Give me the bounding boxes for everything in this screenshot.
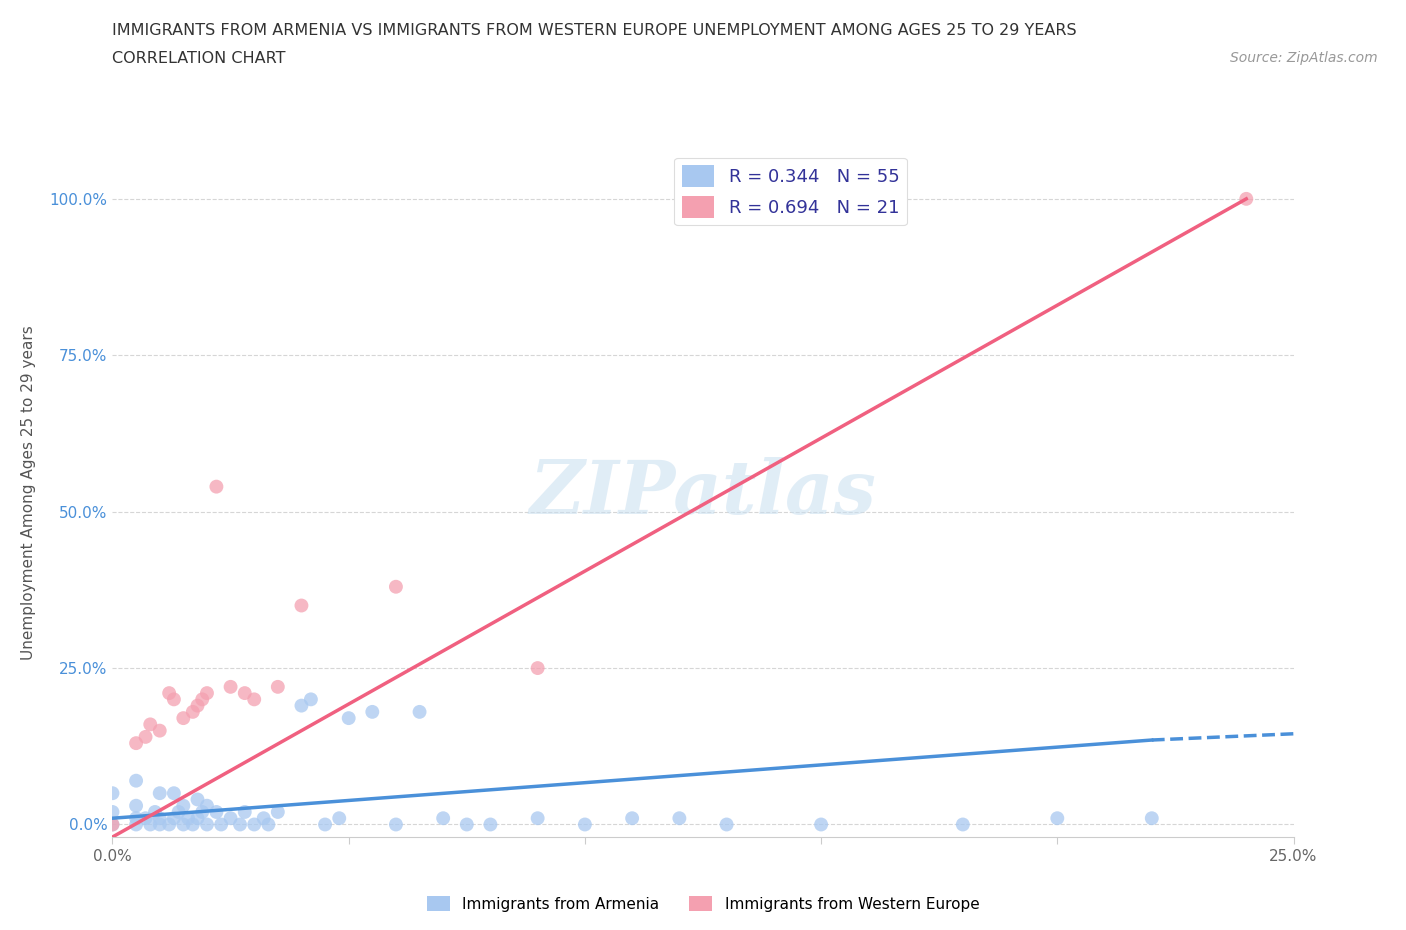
Point: [181, 704, 204, 719]
Point: [361, 704, 384, 719]
Point: [139, 817, 162, 832]
Point: [456, 817, 478, 832]
Point: [243, 692, 266, 707]
Point: [167, 804, 190, 819]
Point: [172, 711, 194, 725]
Point: [233, 804, 256, 819]
Point: [186, 811, 208, 826]
Point: [101, 817, 124, 832]
Point: [195, 798, 218, 813]
Point: [267, 680, 290, 695]
Point: [432, 811, 454, 826]
Point: [328, 811, 350, 826]
Legend: Immigrants from Armenia, Immigrants from Western Europe: Immigrants from Armenia, Immigrants from…: [420, 889, 986, 918]
Point: [157, 817, 180, 832]
Point: [253, 811, 276, 826]
Point: [163, 692, 186, 707]
Point: [177, 811, 200, 826]
Legend: R = 0.344   N = 55, R = 0.694   N = 21: R = 0.344 N = 55, R = 0.694 N = 21: [675, 158, 907, 225]
Point: [1140, 811, 1163, 826]
Point: [125, 811, 148, 826]
Point: [716, 817, 738, 832]
Point: [149, 786, 172, 801]
Point: [186, 698, 208, 713]
Point: [574, 817, 596, 832]
Point: [314, 817, 336, 832]
Point: [191, 692, 214, 707]
Point: [257, 817, 280, 832]
Point: [101, 817, 124, 832]
Point: [479, 817, 502, 832]
Point: [181, 817, 204, 832]
Point: [172, 798, 194, 813]
Point: [125, 736, 148, 751]
Point: [135, 811, 157, 826]
Point: [149, 817, 172, 832]
Point: [195, 817, 218, 832]
Point: [139, 717, 162, 732]
Point: [243, 817, 266, 832]
Point: [385, 579, 408, 594]
Point: [149, 724, 172, 738]
Point: [621, 811, 644, 826]
Point: [149, 811, 172, 826]
Point: [290, 598, 312, 613]
Y-axis label: Unemployment Among Ages 25 to 29 years: Unemployment Among Ages 25 to 29 years: [21, 326, 35, 660]
Point: [299, 692, 322, 707]
Point: [163, 786, 186, 801]
Point: [157, 685, 180, 700]
Point: [143, 804, 166, 819]
Point: [290, 698, 312, 713]
Point: [668, 811, 690, 826]
Point: [219, 811, 242, 826]
Point: [219, 680, 242, 695]
Point: [810, 817, 832, 832]
Text: ZIPatlas: ZIPatlas: [530, 457, 876, 529]
Point: [125, 773, 148, 788]
Point: [1234, 192, 1257, 206]
Point: [952, 817, 974, 832]
Text: IMMIGRANTS FROM ARMENIA VS IMMIGRANTS FROM WESTERN EUROPE UNEMPLOYMENT AMONG AGE: IMMIGRANTS FROM ARMENIA VS IMMIGRANTS FR…: [112, 23, 1077, 38]
Point: [163, 811, 186, 826]
Point: [408, 704, 430, 719]
Point: [101, 804, 124, 819]
Point: [267, 804, 290, 819]
Point: [191, 804, 214, 819]
Point: [526, 660, 548, 675]
Point: [125, 798, 148, 813]
Point: [101, 786, 124, 801]
Point: [186, 792, 208, 807]
Point: [205, 804, 228, 819]
Point: [135, 729, 157, 744]
Text: Source: ZipAtlas.com: Source: ZipAtlas.com: [1230, 51, 1378, 65]
Point: [233, 685, 256, 700]
Point: [205, 479, 228, 494]
Point: [1046, 811, 1069, 826]
Point: [385, 817, 408, 832]
Point: [195, 685, 218, 700]
Point: [125, 817, 148, 832]
Point: [526, 811, 548, 826]
Point: [337, 711, 360, 725]
Point: [172, 817, 194, 832]
Point: [229, 817, 252, 832]
Point: [209, 817, 232, 832]
Text: CORRELATION CHART: CORRELATION CHART: [112, 51, 285, 66]
